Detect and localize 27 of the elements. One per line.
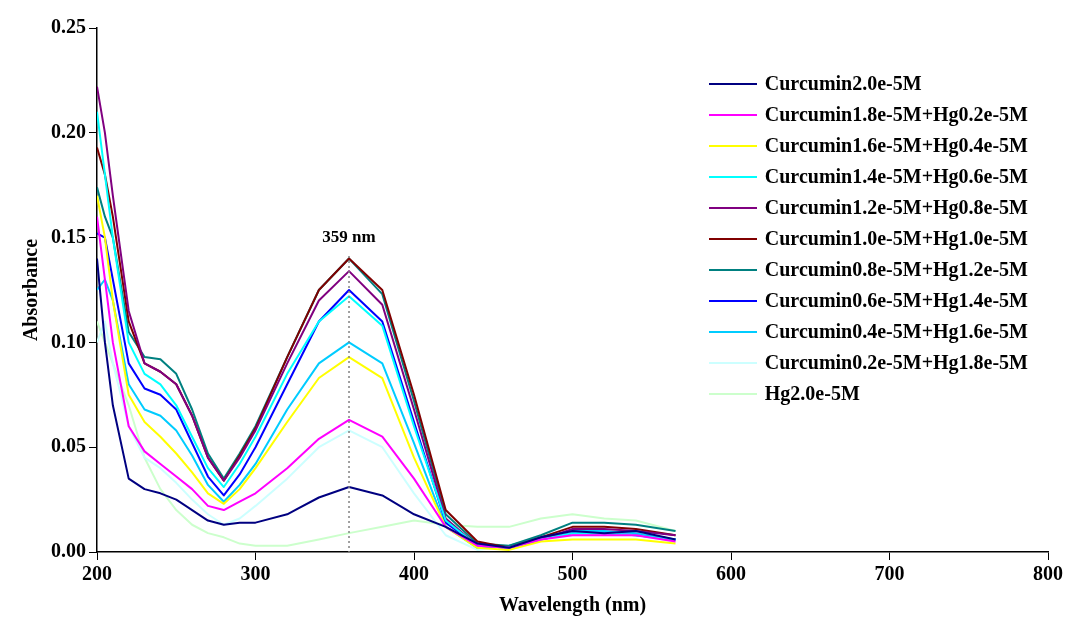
y-tick-label: 0.20 [51,119,86,142]
y-tick-label: 0.00 [51,539,86,562]
legend-label: Curcumin0.4e-5M+Hg1.6e-5M [764,320,1028,343]
legend-label: Hg2.0e-5M [764,382,860,405]
legend-label: Curcumin1.2e-5M+Hg0.8e-5M [764,196,1028,219]
y-tick-label: 0.05 [51,434,86,457]
y-axis-title: Absorbance [19,238,42,342]
x-tick-label: 700 [874,562,905,585]
x-axis-title: Wavelength (nm) [498,593,647,617]
y-tick-label: 0.15 [51,224,86,247]
legend-label: Curcumin1.6e-5M+Hg0.4e-5M [764,134,1028,157]
legend-label: Curcumin1.4e-5M+Hg0.6e-5M [764,165,1028,188]
legend-label: Curcumin2.0e-5M [764,72,922,95]
ref-line-label: 359 nm [322,226,376,246]
legend-label: Curcumin1.8e-5M+Hg0.2e-5M [764,103,1028,126]
x-tick-label: 200 [82,562,112,585]
legend-label: Curcumin0.8e-5M+Hg1.2e-5M [764,258,1028,281]
legend-label: Curcumin0.2e-5M+Hg1.8e-5M [764,351,1028,374]
x-tick-label: 400 [399,562,429,585]
legend-label: Curcumin0.6e-5M+Hg1.4e-5M [764,289,1028,312]
x-tick-label: 500 [557,562,588,585]
y-tick-label: 0.10 [51,329,86,352]
x-tick-label: 600 [716,562,746,585]
x-tick-label: 800 [1033,562,1063,585]
y-tick-label: 0.25 [51,15,86,38]
x-tick-label: 300 [240,562,271,585]
legend-label: Curcumin1.0e-5M+Hg1.0e-5M [764,227,1028,250]
